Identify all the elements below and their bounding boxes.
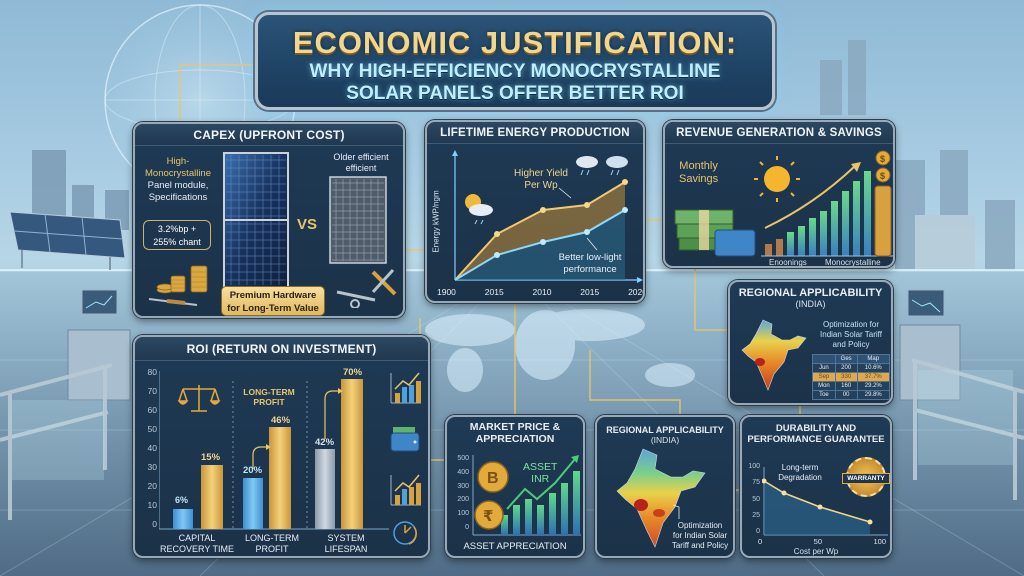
solar-array-left: [9, 211, 126, 270]
wallet-icon: [390, 427, 420, 452]
regional-bottom-note: Optimization for Indian Solar Tariff and…: [671, 521, 729, 550]
monthly-savings-label: Monthly Savings: [679, 160, 719, 185]
capex-title: CAPEX (UPFRONT COST): [135, 124, 403, 146]
capex-card: CAPEX (UPFRONT COST) High- Monocrystalli…: [133, 122, 405, 318]
roi-bar-label: 42%: [315, 437, 335, 448]
revenue-graphics: $ $: [665, 144, 893, 266]
asset-inr-label: ASSET INR: [523, 461, 558, 485]
svg-text:B: B: [487, 470, 499, 487]
regional-bottom-title: REGIONAL APPLICABILITY: [606, 425, 724, 435]
revenue-x-label-right: Monocrystalline: [825, 258, 881, 267]
growth-chart-icon: [390, 372, 421, 404]
title-banner: ECONOMIC JUSTIFICATION: WHY HIGH-EFFICIE…: [255, 12, 775, 110]
rain-cloud-icon: [576, 156, 628, 176]
regional-applicability-card-right: REGIONAL APPLICABILITY (INDIA) Optimizat…: [728, 280, 893, 405]
roi-bar-label: 20%: [243, 465, 263, 476]
india-map-icon: [738, 318, 808, 398]
svg-text:$: $: [880, 154, 885, 164]
trend-arrow-icon: [506, 458, 576, 510]
city-skyline-left: [32, 150, 129, 230]
revenue-title: REVENUE GENERATION & SAVINGS: [665, 122, 893, 144]
rupee-coin-icon: ₹: [474, 500, 504, 530]
durability-chart: [762, 465, 890, 539]
energy-x-ticks: 1900 2015 2010 2015 2020: [437, 287, 643, 297]
table-row-highlighted: Sep 330 37.7%: [812, 372, 890, 382]
sun-cloud-icon: [465, 194, 493, 225]
bitcoin-coin-icon: B: [477, 461, 509, 493]
roi-category-label: SYSTEM LIFESPAN: [324, 533, 368, 554]
table-row: Jun 200 10.6%: [812, 363, 890, 373]
coin-stack-icon: [155, 264, 215, 296]
page-subtitle-line2: SOLAR PANELS OFFER BETTER ROI: [346, 83, 684, 104]
dollar-coin-icon: $ $: [874, 150, 892, 257]
capex-left-label: High- Monocrystalline Panel module, Spec…: [145, 156, 211, 203]
solar-panel-poly-icon: [329, 176, 387, 264]
control-console-right: [899, 289, 961, 401]
growth-chart-icon: [390, 474, 421, 506]
roi-y-ticks: 80 70 60 50 40 30 20 10 0: [147, 367, 157, 529]
clock-cycle-icon: [393, 521, 417, 545]
regional-right-title: REGIONAL APPLICABILITY: [738, 287, 883, 299]
svg-text:₹: ₹: [483, 507, 493, 525]
page-title: ECONOMIC JUSTIFICATION:: [292, 25, 738, 60]
roi-bar-label: 15%: [201, 452, 221, 463]
vs-label: VS: [297, 216, 318, 233]
roi-chart: [159, 371, 389, 533]
roi-bar-label: 70%: [343, 367, 363, 378]
durability-title: DURABILITY AND PERFORMANCE GUARANTEE: [747, 423, 885, 445]
table-header-row: Ges Map: [812, 354, 890, 364]
roi-bar-label: 6%: [175, 495, 189, 505]
india-map-icon: [613, 447, 713, 556]
screwdriver-icon: [147, 296, 207, 308]
energy-y-label: Energy kWP/ngm: [431, 190, 441, 253]
roi-card: ROI (RETURN ON INVESTMENT) 80 70 60 50 4…: [133, 335, 430, 558]
energy-chart: [447, 150, 643, 290]
durability-card: DURABILITY AND PERFORMANCE GUARANTEE 100…: [740, 415, 892, 558]
growth-arrow-icon: [764, 165, 856, 229]
regional-data-table: Ges Map Jun 200 10.6% Sep 330 37.7% Mon …: [812, 354, 890, 400]
solar-panel-mono-icon: [223, 152, 289, 288]
wrench-icon: [335, 264, 401, 308]
scales-icon: [177, 385, 221, 412]
durability-y-ticks: 100 75 50 25 0: [748, 463, 760, 535]
degradation-annotation: Long-term Degradation: [778, 463, 822, 482]
higher-yield-annotation: Higher Yield Per Wp: [514, 168, 568, 191]
premium-hardware-badge: Premium Hardware for Long-Term Value: [221, 286, 325, 316]
regional-right-subtitle: (INDIA): [795, 299, 826, 309]
regional-bottom-subtitle: (INDIA): [650, 435, 680, 445]
roi-bar-label: 46%: [271, 415, 291, 426]
svg-text:$: $: [880, 171, 885, 181]
spec-callout: 3.2%bp + 255% chant: [143, 220, 211, 250]
sun-icon: [754, 156, 800, 202]
older-panel-label: Older efficient efficient: [333, 152, 389, 173]
durability-x-ticks: 0 50 100: [758, 537, 886, 546]
roi-title: ROI (RETURN ON INVESTMENT): [135, 337, 428, 361]
table-row: Toe 00 29.8%: [812, 390, 890, 400]
warranty-badge-icon: WARRANTY: [842, 457, 890, 497]
market-title: MARKET PRICE & APPRECIATION: [469, 421, 561, 445]
roi-category-label: LONG-TERM PROFIT: [245, 533, 299, 554]
market-price-card: MARKET PRICE & APPRECIATION 500 400 300 …: [445, 415, 585, 558]
market-y-ticks: 500 400 300 200 100 0: [457, 455, 469, 531]
roi-side-icons: [387, 369, 427, 555]
table-row: Mon 160 29.2%: [812, 381, 890, 391]
long-term-profit-annotation: LONG-TERM PROFIT: [243, 387, 295, 407]
control-console-left: [67, 289, 131, 401]
revenue-card: REVENUE GENERATION & SAVINGS Monthly Sav…: [663, 120, 895, 268]
lifetime-energy-card: LIFETIME ENERGY PRODUCTION Energy kWP/ng…: [425, 120, 645, 303]
durability-x-label: Cost per Wp: [793, 547, 839, 556]
roi-category-label: CAPITAL RECOVERY TIME: [159, 533, 235, 554]
wallet-icon: [714, 229, 756, 257]
market-chart: B ₹: [471, 453, 583, 539]
railing-left: [0, 363, 113, 520]
page-subtitle-line1: WHY HIGH-EFFICIENCY MONOCRYSTALLINE: [309, 61, 721, 82]
low-light-annotation: Better low-light performance: [558, 252, 622, 275]
revenue-x-label-left: Enoonings: [769, 258, 807, 267]
market-footer: ASSET APPRECIATION: [463, 541, 567, 552]
world-map-decoration: [425, 309, 695, 392]
railing-right: [911, 358, 1024, 500]
regional-applicability-card-bottom: REGIONAL APPLICABILITY (INDIA) Optimizat…: [595, 415, 735, 558]
regional-right-note: Optimization for Indian Solar Tariff and…: [820, 320, 882, 349]
lifetime-energy-title: LIFETIME ENERGY PRODUCTION: [427, 122, 643, 144]
